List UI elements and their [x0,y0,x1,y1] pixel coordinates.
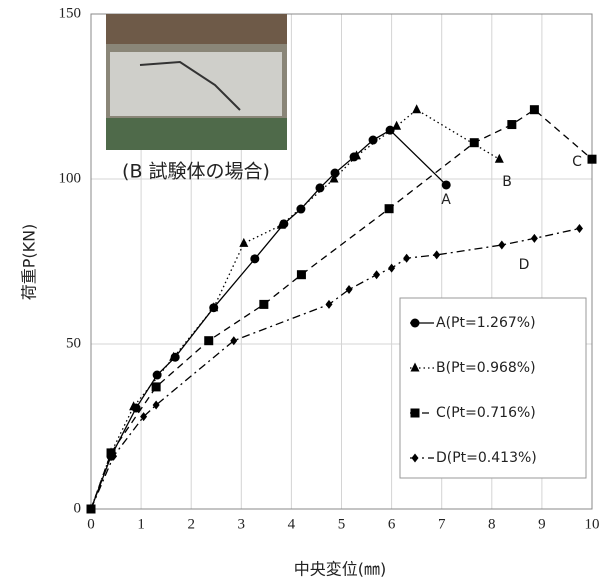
marker [529,105,539,115]
annotation: C [572,154,582,170]
plot-frame [90,13,593,510]
marker [140,412,148,422]
legend-box [399,297,587,479]
series-line [90,227,580,510]
marker [152,400,160,410]
marker [110,451,118,461]
y-tick-label: 100 [59,170,82,186]
marker [315,183,325,193]
marker [330,168,340,178]
marker [329,173,339,183]
marker [296,270,306,280]
marker [410,362,420,372]
marker [530,233,538,243]
series-line [90,108,593,510]
marker [204,336,214,346]
legend-label: D(Pt=0.413%) [436,450,537,466]
x-tick-label: 3 [238,516,246,532]
marker [403,253,411,263]
marker [209,302,219,312]
series-line [90,129,447,510]
marker [384,204,394,214]
annotation: D [519,257,530,273]
marker [494,153,504,163]
marker [152,370,162,380]
x-tick-label: 10 [585,516,600,532]
marker [392,120,402,130]
y-axis-label: 荷重P(KN) [20,224,39,301]
marker [441,180,451,190]
marker [368,135,378,145]
marker [469,138,479,148]
marker [239,237,249,247]
marker [129,401,139,411]
x-tick-label: 4 [288,516,296,532]
y-tick-label: 0 [74,500,82,516]
marker [507,120,517,130]
marker [345,285,353,295]
x-tick-label: 7 [438,516,446,532]
legend-label: B(Pt=0.968%) [436,360,536,376]
marker [169,351,179,361]
photo [106,14,287,150]
marker [411,453,419,463]
marker [352,150,362,160]
marker [433,250,441,260]
x-tick-label: 5 [338,516,346,532]
y-tick-label: 50 [66,335,81,351]
marker [250,254,260,264]
marker [106,448,116,458]
marker [296,204,306,214]
x-tick-label: 0 [87,516,95,532]
marker [587,154,597,164]
marker [259,299,269,309]
x-tick-label: 6 [388,516,396,532]
marker [388,263,396,273]
legend-label: C(Pt=0.716%) [436,405,536,421]
x-axis-label: 中央変位(㎜) [294,560,387,579]
image-caption: (B 試験体の場合) [122,161,270,183]
marker [385,125,395,135]
annotation: A [441,192,451,208]
marker [325,299,333,309]
x-tick-label: 8 [488,516,496,532]
y-tick-label: 150 [59,5,82,21]
marker [498,240,506,250]
legend-label: A(Pt=1.267%) [436,315,536,331]
marker [410,318,420,328]
x-tick-label: 1 [137,516,145,532]
marker [230,336,238,346]
marker [276,219,286,229]
annotation: B [502,174,512,190]
marker [87,504,95,514]
x-tick-label: 9 [538,516,546,532]
marker [575,224,583,233]
marker [373,270,381,280]
x-tick-label: 2 [187,516,195,532]
marker [151,382,161,392]
marker [410,408,420,418]
marker [412,104,422,114]
